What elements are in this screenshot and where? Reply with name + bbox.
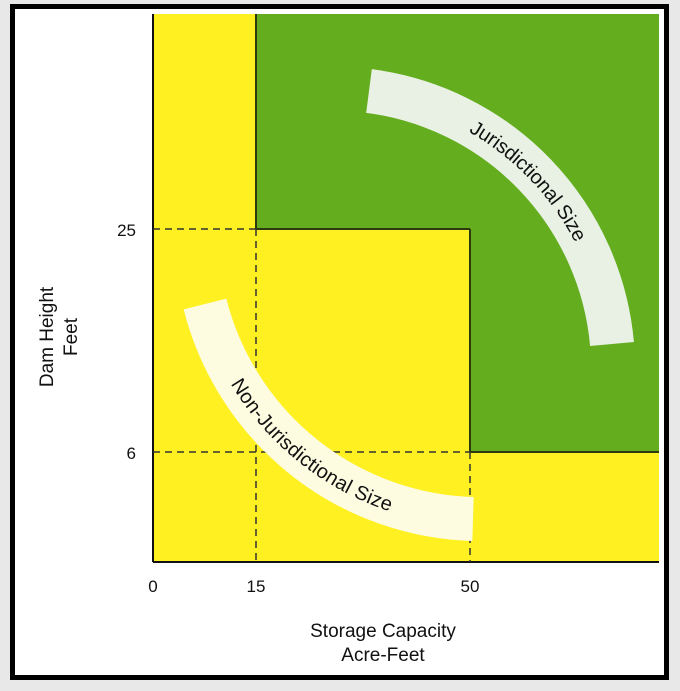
y-axis-title: Feet — [61, 317, 82, 356]
x-axis-title: Acre-Feet — [341, 645, 425, 666]
y-tick-label: 6 — [127, 444, 136, 463]
x-axis-title: Storage Capacity — [310, 621, 456, 642]
y-tick-label: 25 — [117, 221, 136, 240]
x-tick-label: 50 — [461, 577, 480, 596]
x-tick-label: 15 — [247, 577, 266, 596]
y-axis-title: Dam Height — [37, 286, 58, 387]
green-region — [256, 14, 659, 452]
jurisdiction-diagram: Jurisdictional Size Non-Jurisdictional S… — [37, 14, 659, 666]
diagram-frame: Jurisdictional Size Non-Jurisdictional S… — [10, 4, 669, 680]
x-tick-label: 0 — [148, 577, 157, 596]
